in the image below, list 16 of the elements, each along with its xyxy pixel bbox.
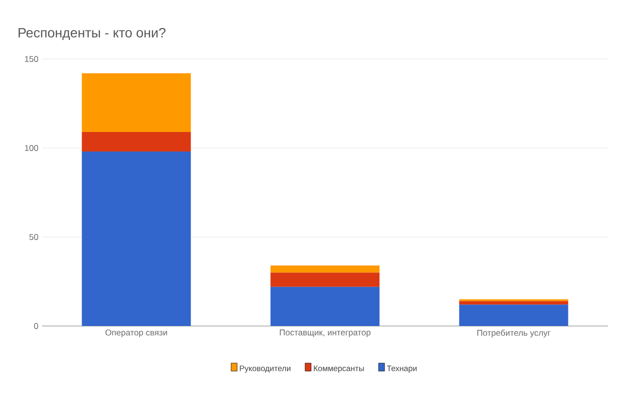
chart-title: Респонденты - кто они? xyxy=(18,28,166,40)
x-tick-label: Поставщик, интегратор xyxy=(280,330,370,338)
bar xyxy=(459,304,568,326)
bar xyxy=(82,73,191,132)
x-tick-label: Оператор связи xyxy=(105,330,168,338)
bar xyxy=(459,301,568,305)
y-tick-label: 0 xyxy=(34,323,38,329)
x-tick-label: Потребитель услуг xyxy=(477,330,550,338)
y-tick-label: 100 xyxy=(24,145,38,151)
bar xyxy=(82,152,191,326)
y-tick-label: 150 xyxy=(24,56,38,62)
bar xyxy=(270,286,380,326)
bar xyxy=(82,132,191,152)
y-tick-label: 50 xyxy=(29,234,38,240)
bar xyxy=(270,265,380,273)
bar xyxy=(270,272,380,287)
